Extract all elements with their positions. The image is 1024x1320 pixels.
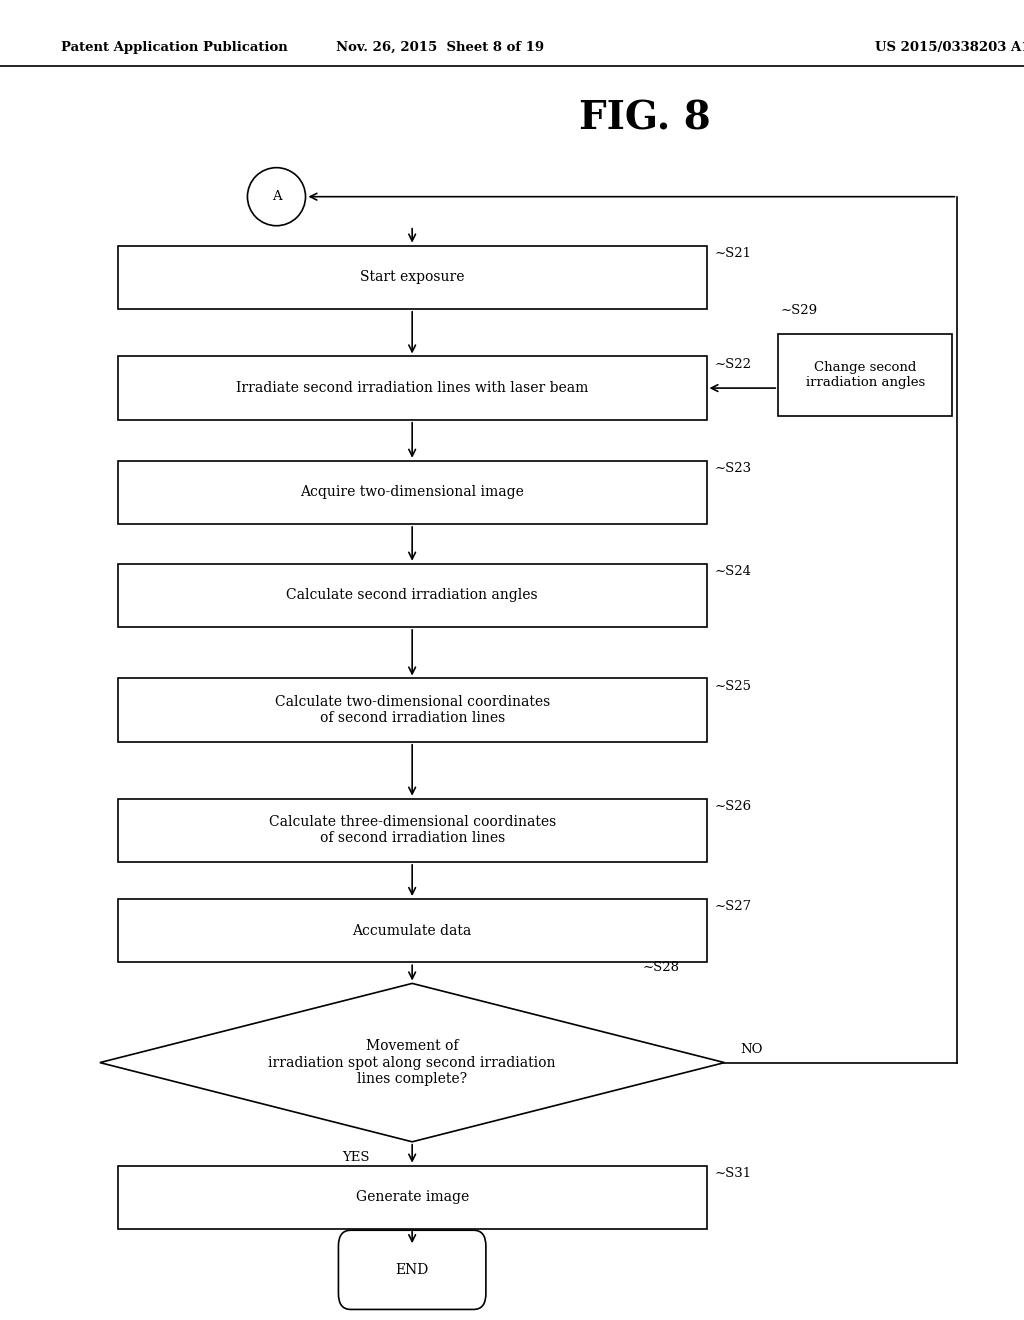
Text: Acquire two-dimensional image: Acquire two-dimensional image	[300, 486, 524, 499]
FancyBboxPatch shape	[118, 461, 707, 524]
Text: ∼S27: ∼S27	[715, 900, 752, 913]
Ellipse shape	[248, 168, 305, 226]
FancyBboxPatch shape	[118, 899, 707, 962]
Text: ∼S28: ∼S28	[643, 961, 680, 974]
Text: US 2015/0338203 A1: US 2015/0338203 A1	[874, 41, 1024, 54]
Text: Movement of
irradiation spot along second irradiation
lines complete?: Movement of irradiation spot along secon…	[268, 1039, 556, 1086]
Text: ∼S23: ∼S23	[715, 462, 752, 475]
FancyBboxPatch shape	[118, 799, 707, 862]
Text: Nov. 26, 2015  Sheet 8 of 19: Nov. 26, 2015 Sheet 8 of 19	[336, 41, 545, 54]
Text: YES: YES	[342, 1151, 370, 1164]
Text: Patent Application Publication: Patent Application Publication	[61, 41, 288, 54]
Text: Start exposure: Start exposure	[359, 271, 465, 284]
FancyBboxPatch shape	[118, 564, 707, 627]
Text: Accumulate data: Accumulate data	[352, 924, 472, 937]
FancyBboxPatch shape	[338, 1230, 485, 1309]
Polygon shape	[99, 983, 725, 1142]
Text: ∼S26: ∼S26	[715, 800, 752, 813]
Text: ∼S25: ∼S25	[715, 680, 752, 693]
Text: ∼S24: ∼S24	[715, 565, 752, 578]
Text: A: A	[271, 190, 282, 203]
Text: Calculate second irradiation angles: Calculate second irradiation angles	[287, 589, 538, 602]
FancyBboxPatch shape	[118, 1166, 707, 1229]
Text: Change second
irradiation angles: Change second irradiation angles	[806, 360, 925, 389]
Text: Irradiate second irradiation lines with laser beam: Irradiate second irradiation lines with …	[236, 381, 589, 395]
FancyBboxPatch shape	[118, 246, 707, 309]
FancyBboxPatch shape	[118, 678, 707, 742]
Text: NO: NO	[739, 1043, 762, 1056]
FancyBboxPatch shape	[778, 334, 952, 416]
Text: ∼S22: ∼S22	[715, 358, 752, 371]
Text: Calculate three-dimensional coordinates
of second irradiation lines: Calculate three-dimensional coordinates …	[268, 816, 556, 845]
Text: Calculate two-dimensional coordinates
of second irradiation lines: Calculate two-dimensional coordinates of…	[274, 696, 550, 725]
Text: ∼S31: ∼S31	[715, 1167, 752, 1180]
Text: ∼S29: ∼S29	[780, 304, 817, 317]
Text: ∼S21: ∼S21	[715, 247, 752, 260]
Text: FIG. 8: FIG. 8	[580, 100, 711, 137]
Text: END: END	[395, 1263, 429, 1276]
FancyBboxPatch shape	[118, 356, 707, 420]
Text: Generate image: Generate image	[355, 1191, 469, 1204]
